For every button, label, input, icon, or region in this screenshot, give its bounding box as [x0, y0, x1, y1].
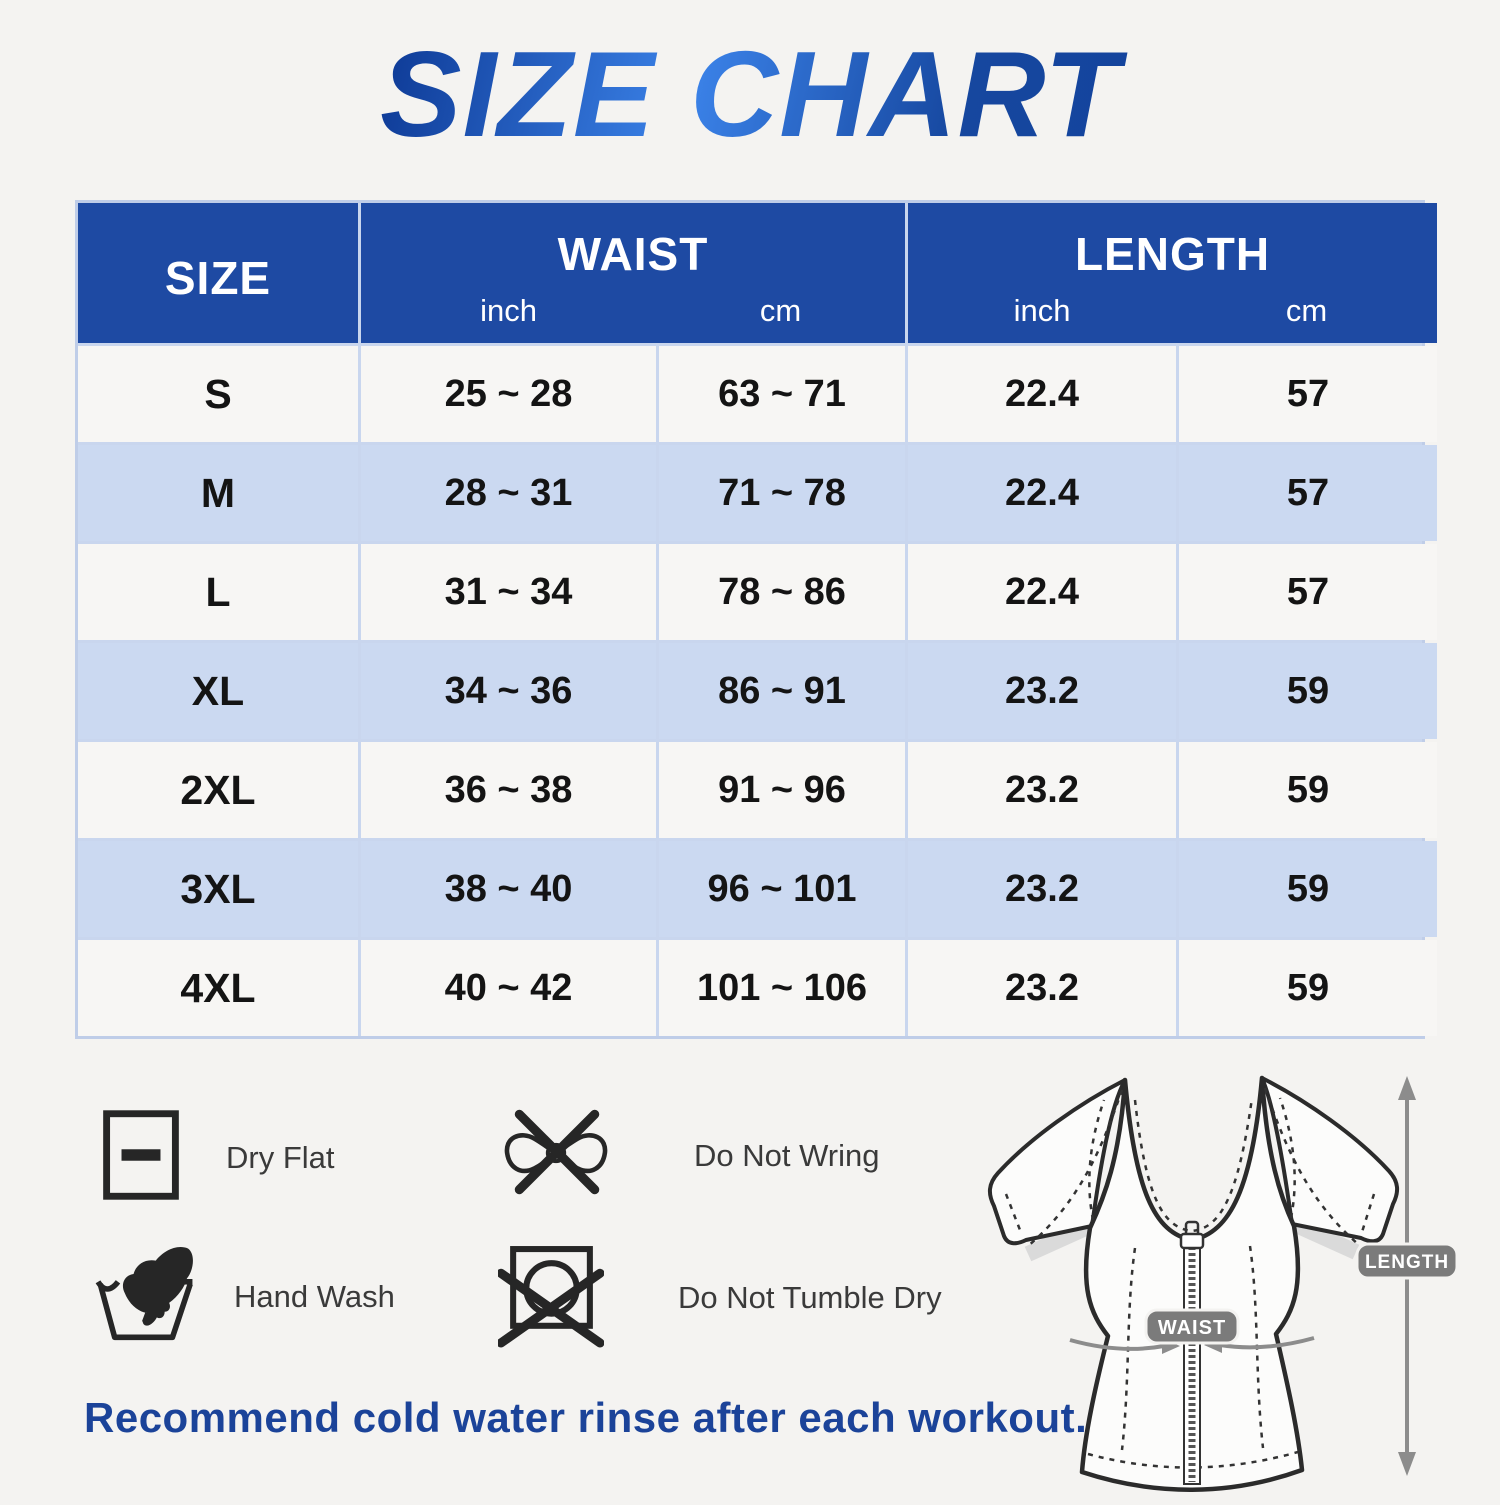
cell-length-inch: 23.2: [908, 841, 1176, 937]
dry-flat-icon: [100, 1108, 182, 1207]
header-waist-cm: cm: [759, 293, 802, 328]
cell-size: S: [78, 346, 358, 442]
do-not-wring-icon: [500, 1106, 612, 1205]
cell-length-cm: 57: [1179, 544, 1437, 640]
care-label: Do Not Tumble Dry: [678, 1279, 942, 1315]
cell-waist-cm: 96 ~ 101: [659, 841, 905, 937]
do-not-tumble-dry-icon: [496, 1242, 605, 1353]
care-item-dry-flat: Dry Flat: [100, 1108, 335, 1207]
care-label: Do Not Wring: [694, 1137, 880, 1173]
cell-waist-cm: 101 ~ 106: [659, 940, 905, 1036]
cell-waist-cm: 86 ~ 91: [659, 643, 905, 739]
cell-length-inch: 23.2: [908, 643, 1176, 739]
care-item-do-not-wring: Do Not Wring: [500, 1106, 880, 1205]
cell-length-cm: 59: [1179, 841, 1437, 937]
cell-waist-inch: 40 ~ 42: [361, 940, 656, 1036]
header-waist: WAIST inch cm: [361, 203, 905, 343]
cell-waist-cm: 78 ~ 86: [659, 544, 905, 640]
care-note: Recommend cold water rinse after each wo…: [84, 1394, 1088, 1441]
cell-length-inch: 23.2: [908, 742, 1176, 838]
cell-size: XL: [78, 643, 358, 739]
cell-waist-inch: 31 ~ 34: [361, 544, 656, 640]
hand-wash-icon: [92, 1244, 204, 1349]
cell-length-cm: 59: [1179, 742, 1437, 838]
header-size-label: SIZE: [164, 252, 272, 304]
care-label: Dry Flat: [226, 1139, 335, 1175]
cell-size: M: [78, 445, 358, 541]
cell-size: 3XL: [78, 841, 358, 937]
cell-length-inch: 23.2: [908, 940, 1176, 1036]
page-title: SIZE CHART: [0, 14, 1500, 174]
cell-waist-inch: 28 ~ 31: [361, 445, 656, 541]
cell-size: 2XL: [78, 742, 358, 838]
cell-waist-cm: 91 ~ 96: [659, 742, 905, 838]
cell-waist-inch: 25 ~ 28: [361, 346, 656, 442]
cell-size: 4XL: [78, 940, 358, 1036]
waist-badge: [1144, 1308, 1240, 1345]
cell-length-cm: 59: [1179, 643, 1437, 739]
care-item-do-not-tumble-dry: Do Not Tumble Dry: [496, 1242, 942, 1353]
header-waist-inch: inch: [480, 293, 537, 328]
cell-waist-cm: 71 ~ 78: [659, 445, 905, 541]
cell-length-cm: 59: [1179, 940, 1437, 1036]
header-length-cm: cm: [1285, 293, 1328, 328]
cell-waist-inch: 34 ~ 36: [361, 643, 656, 739]
cell-size: L: [78, 544, 358, 640]
cell-length-inch: 22.4: [908, 445, 1176, 541]
length-badge: [1355, 1242, 1459, 1280]
cell-length-cm: 57: [1179, 445, 1437, 541]
cell-length-cm: 57: [1179, 346, 1437, 442]
cell-length-inch: 22.4: [908, 346, 1176, 442]
length-badge-label: LENGTH: [1365, 1252, 1449, 1273]
cell-waist-inch: 36 ~ 38: [361, 742, 656, 838]
cell-waist-cm: 63 ~ 71: [659, 346, 905, 442]
care-label: Hand Wash: [234, 1278, 395, 1314]
header-length-inch: inch: [1013, 293, 1071, 328]
header-waist-label: WAIST: [557, 228, 709, 280]
cell-length-inch: 22.4: [908, 544, 1176, 640]
header-length: LENGTH inch cm: [908, 203, 1437, 343]
garment-diagram: WAIST LENGTH: [930, 1048, 1490, 1505]
cell-waist-inch: 38 ~ 40: [361, 841, 656, 937]
waist-badge-label: WAIST: [1158, 1317, 1226, 1339]
care-item-hand-wash: Hand Wash: [92, 1244, 395, 1349]
header-size: SIZE: [78, 203, 358, 343]
header-length-label: LENGTH: [1074, 228, 1271, 280]
size-chart-table: SIZE WAIST inch cm LENGTH inch cm S 25 ~…: [75, 200, 1437, 1039]
